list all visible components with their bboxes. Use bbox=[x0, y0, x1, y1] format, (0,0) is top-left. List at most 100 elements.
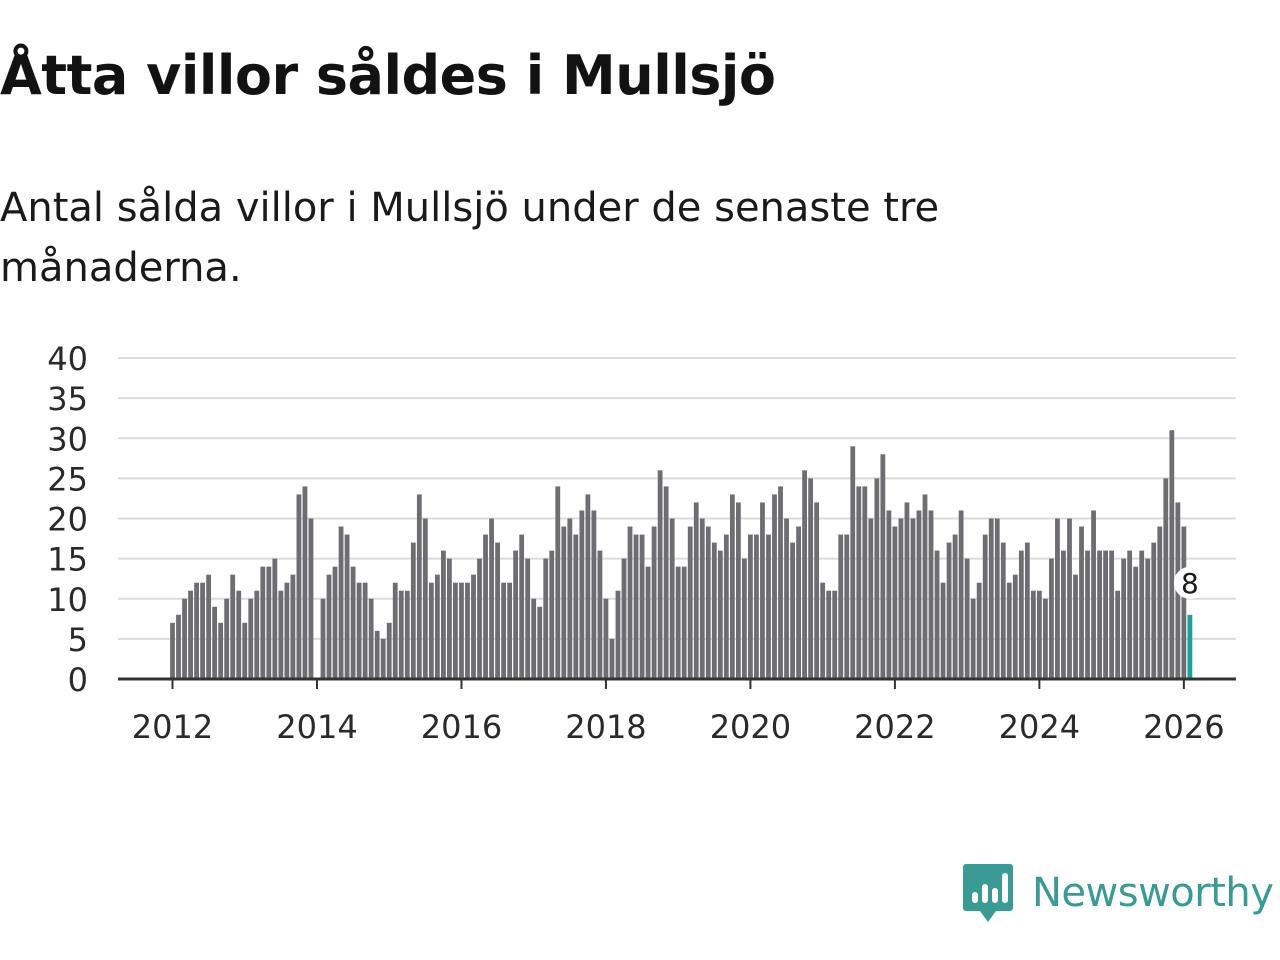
bar bbox=[254, 590, 260, 679]
bar bbox=[868, 518, 874, 679]
chart-subtitle: Antal sålda villor i Mullsjö under de se… bbox=[0, 185, 940, 291]
bar bbox=[1018, 550, 1024, 679]
bar bbox=[633, 534, 639, 679]
bar bbox=[416, 494, 422, 679]
bar bbox=[874, 478, 880, 679]
bar bbox=[218, 622, 224, 679]
bar bbox=[1145, 558, 1151, 679]
bar bbox=[338, 526, 344, 679]
x-tick-label: 2016 bbox=[421, 708, 502, 746]
bar bbox=[242, 622, 248, 679]
bar bbox=[699, 518, 705, 679]
bar bbox=[645, 566, 651, 679]
y-tick-label: 10 bbox=[47, 581, 88, 619]
bar bbox=[206, 574, 212, 679]
bar bbox=[519, 534, 525, 679]
bar bbox=[248, 598, 254, 679]
bar bbox=[1043, 598, 1048, 679]
bar bbox=[826, 590, 832, 679]
bar bbox=[290, 574, 296, 679]
highlight-value-label: 8 bbox=[1181, 567, 1199, 600]
bar bbox=[182, 598, 187, 679]
bar bbox=[507, 582, 513, 679]
bars bbox=[170, 430, 1193, 679]
bar bbox=[471, 574, 476, 679]
bar bbox=[814, 502, 820, 679]
bar bbox=[447, 558, 452, 679]
x-tick-label: 2026 bbox=[1143, 708, 1224, 746]
bar bbox=[1061, 550, 1066, 679]
x-tick-label: 2022 bbox=[854, 708, 935, 746]
bar bbox=[585, 494, 591, 679]
y-tick-label: 20 bbox=[47, 501, 88, 539]
bar bbox=[964, 558, 970, 679]
bar bbox=[880, 454, 886, 679]
bar bbox=[1036, 590, 1042, 679]
bar bbox=[1085, 550, 1090, 679]
bar bbox=[802, 470, 807, 679]
bar bbox=[790, 542, 795, 679]
bar bbox=[597, 550, 603, 679]
newsworthy-logo-text: Newsworthy bbox=[1032, 870, 1274, 916]
bar bbox=[477, 558, 482, 679]
bar bbox=[543, 558, 549, 679]
bar bbox=[1091, 510, 1096, 679]
bar bbox=[1121, 558, 1127, 679]
bar bbox=[675, 566, 681, 679]
bar bbox=[820, 582, 826, 679]
bar bbox=[549, 550, 555, 679]
bar bbox=[272, 558, 278, 679]
bar bbox=[657, 470, 663, 679]
bar bbox=[1133, 566, 1139, 679]
bar bbox=[326, 574, 332, 679]
bar bbox=[922, 494, 928, 679]
bar bbox=[537, 606, 543, 679]
bar bbox=[615, 590, 621, 679]
y-tick-label: 40 bbox=[47, 340, 88, 378]
highlight-label-bg bbox=[1173, 566, 1206, 599]
bar bbox=[928, 510, 934, 679]
bar bbox=[1181, 526, 1187, 679]
bar bbox=[681, 566, 687, 679]
x-tick-label: 2012 bbox=[132, 708, 213, 746]
bar bbox=[404, 590, 410, 679]
bar bbox=[320, 598, 326, 679]
bar bbox=[1049, 558, 1054, 679]
y-tick-label: 15 bbox=[47, 541, 88, 579]
bar bbox=[988, 518, 994, 679]
y-tick-label: 35 bbox=[47, 380, 88, 418]
x-tick-label: 2020 bbox=[710, 708, 791, 746]
bar bbox=[230, 574, 236, 679]
bar bbox=[1024, 542, 1030, 679]
bar bbox=[627, 526, 633, 679]
chart-title: Åtta villor såldes i Mullsjö bbox=[0, 44, 776, 107]
y-tick-label: 0 bbox=[68, 661, 88, 699]
bar bbox=[603, 598, 609, 679]
newsworthy-logo: Newsworthy bbox=[962, 862, 1274, 924]
bar bbox=[862, 486, 868, 679]
bar bbox=[898, 518, 904, 679]
bar bbox=[236, 590, 242, 679]
bar bbox=[796, 526, 801, 679]
bar bbox=[958, 510, 964, 679]
bar bbox=[513, 550, 519, 679]
bar bbox=[970, 598, 976, 679]
bar bbox=[808, 478, 814, 679]
bar bbox=[495, 542, 500, 679]
bar bbox=[350, 566, 356, 679]
bar bbox=[344, 534, 350, 679]
bar bbox=[573, 534, 579, 679]
bar bbox=[1109, 550, 1115, 679]
highlight-annotation: 8 bbox=[1173, 566, 1206, 600]
bar bbox=[663, 486, 669, 679]
bar bbox=[940, 582, 946, 679]
bar bbox=[441, 550, 446, 679]
bar bbox=[621, 558, 627, 679]
bar bbox=[1127, 550, 1133, 679]
bar bbox=[1157, 526, 1163, 679]
bar bbox=[561, 526, 567, 679]
newsworthy-logo-icon bbox=[963, 864, 1013, 922]
bar bbox=[856, 486, 862, 679]
bar bbox=[934, 550, 940, 679]
bar bbox=[946, 542, 952, 679]
